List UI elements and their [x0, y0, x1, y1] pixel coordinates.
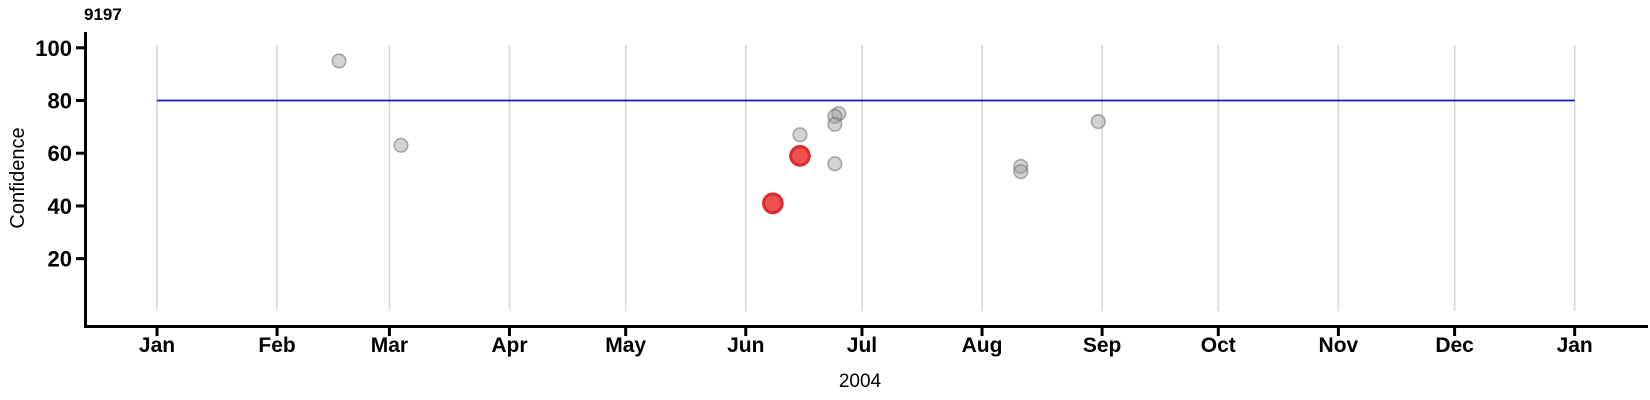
x-tick-label: Apr — [491, 334, 527, 357]
y-axis-title: Confidence — [7, 127, 29, 228]
x-axis-title: 2004 — [839, 371, 882, 392]
x-tick-label: Jun — [727, 334, 764, 357]
axes-layer — [76, 32, 1648, 336]
data-point-highlighted — [762, 192, 784, 215]
y-tick-label: 80 — [48, 89, 72, 114]
x-tick-label: Aug — [962, 334, 1003, 357]
data-point — [827, 116, 843, 132]
data-point — [827, 156, 843, 172]
x-tick-label: Mar — [371, 334, 408, 357]
data-point — [792, 127, 808, 143]
x-tick-label: Sep — [1083, 334, 1122, 357]
x-tick-label: Jul — [847, 334, 877, 357]
x-tick-label: Feb — [258, 334, 295, 357]
chart-title: 9197 — [84, 5, 122, 24]
gridlines-layer — [156, 45, 1576, 311]
data-point — [1013, 158, 1029, 174]
y-tick-label: 40 — [48, 194, 72, 219]
y-tick-label: 60 — [48, 141, 72, 166]
y-tick-label: 20 — [48, 247, 72, 272]
x-tick-label: Dec — [1435, 334, 1474, 357]
x-tick-label: Nov — [1319, 334, 1359, 357]
x-tick-label: Jan — [139, 334, 175, 357]
data-point — [1090, 113, 1106, 130]
data-point — [331, 53, 347, 69]
data-point — [827, 108, 843, 124]
data-point-highlighted — [789, 145, 811, 167]
x-tick-label: Oct — [1201, 334, 1236, 357]
data-points-layer — [331, 53, 1106, 215]
tick-labels-layer: Jan Feb Mar Apr May Jun Jul Aug Sep Oct Nov Dec Jan 2… — [35, 36, 1592, 357]
y-tick-label: 100 — [35, 36, 72, 61]
x-tick-label: May — [605, 334, 646, 357]
x-tick-label: Jan — [1557, 334, 1593, 357]
data-point — [1013, 164, 1029, 180]
data-point — [393, 137, 409, 153]
